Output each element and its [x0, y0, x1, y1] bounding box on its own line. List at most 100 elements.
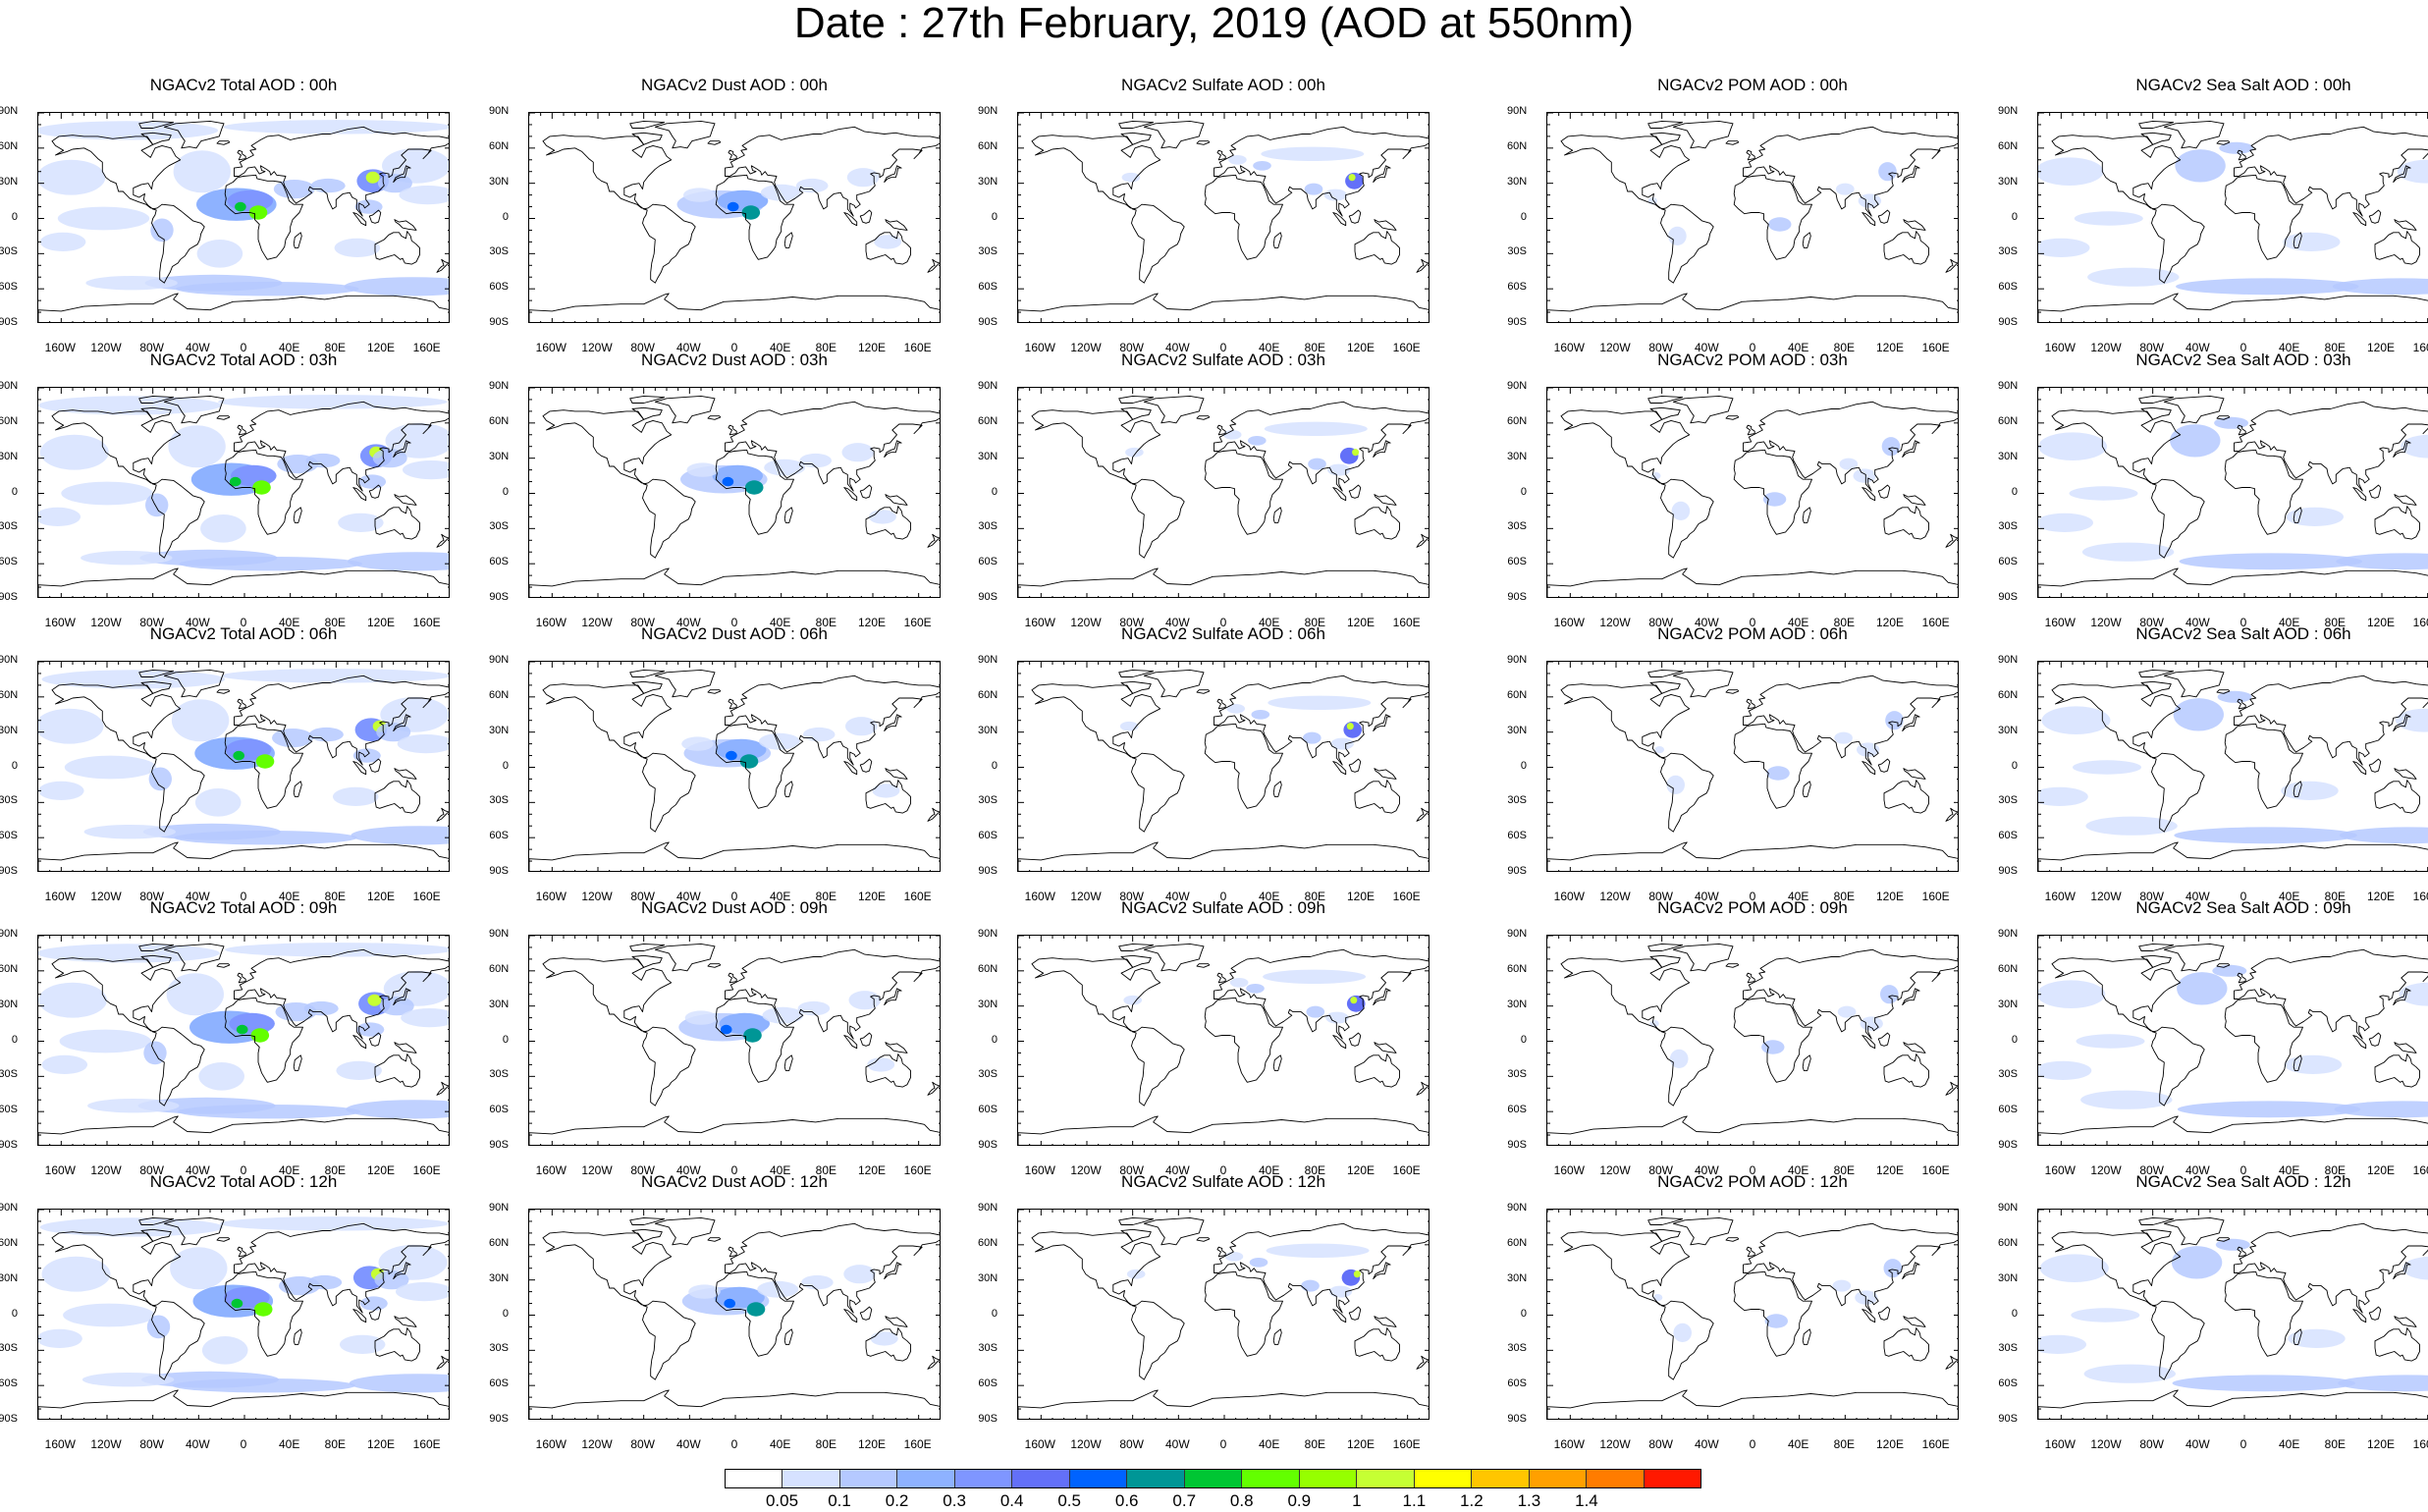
- coastlines: [1018, 120, 1429, 322]
- coastline-south-america: [2151, 478, 2205, 559]
- latitude-axis: 90N 60N 30N 0 30S 60S 90S: [978, 106, 1013, 328]
- latitude-axis: 90N 60N 30N 0 30S 60S 90S: [489, 1203, 524, 1425]
- coastline-great-britain: [2237, 1246, 2246, 1258]
- latitude-tick-label: 0: [991, 485, 998, 498]
- aod-shading: [38, 669, 449, 845]
- longitude-tick-label: 160W: [2044, 341, 2077, 354]
- longitude-tick-label: 0: [1219, 616, 1227, 629]
- aod-region: [1839, 458, 1859, 470]
- latitude-tick-label: 30S: [0, 245, 18, 258]
- longitude-tick-label: 0: [730, 341, 738, 354]
- aod-shading: [2038, 141, 2428, 296]
- coastline-baffin-island: [1649, 1228, 1681, 1242]
- latitude-tick-label: 90N: [0, 105, 19, 117]
- aod-region: [2038, 980, 2106, 1008]
- aod-region: [148, 767, 172, 791]
- coastline-sumatra: [2352, 1035, 2367, 1050]
- longitude-tick-label: 80W: [630, 616, 655, 629]
- aod-region: [170, 1247, 228, 1290]
- latitude-axis: 90N 60N 30N 0 30S 60S 90S: [489, 655, 524, 877]
- panel-title: NGACv2 Total AOD : 06h: [149, 624, 338, 643]
- latitude-tick-label: 0: [991, 1033, 998, 1046]
- coastline-australia: [865, 1053, 911, 1088]
- coastline-new-zealand: [436, 533, 449, 548]
- coastline-new-guinea: [394, 1316, 417, 1327]
- colorbar-label: 0.4: [999, 1491, 1024, 1510]
- longitude-tick-label: 40W: [675, 1163, 701, 1177]
- latitude-tick-label: 90N: [1998, 928, 2019, 940]
- coastline-eurasia: [725, 1222, 940, 1314]
- longitude-axis: 160W 120W 80W 40W 0 40E 80E 120E 160E: [2037, 1438, 2428, 1452]
- latitude-tick-label: 0: [11, 759, 18, 772]
- latitude-tick-label: 90S: [1998, 591, 2018, 603]
- coastline-baffin-island: [631, 132, 663, 145]
- coastline-south-america: [1660, 203, 1714, 284]
- latitude-tick-label: 60S: [1507, 1377, 1527, 1390]
- map-plot: [2037, 935, 2428, 1146]
- longitude-axis: 160W 120W 80W 40W 0 40E 80E 120E 160E: [2037, 617, 2428, 630]
- latitude-tick-label: 60N: [1998, 962, 2019, 975]
- longitude-tick-label: 80W: [1648, 1437, 1673, 1451]
- coastline-north-america: [2051, 135, 2182, 210]
- longitude-tick-label: 40W: [675, 890, 701, 903]
- coastline-new-guinea: [394, 494, 417, 506]
- panel-title: NGACv2 Sulfate AOD : 00h: [1121, 76, 1325, 94]
- axis-ticks: [38, 936, 449, 1145]
- coastlines: [529, 669, 940, 871]
- aod-region: [2397, 159, 2428, 184]
- latitude-tick-label: 30N: [489, 998, 510, 1010]
- coastline-africa: [715, 1270, 794, 1357]
- coastline-great-britain: [237, 424, 246, 436]
- aod-region: [2038, 432, 2107, 460]
- coastline-great-britain: [237, 149, 246, 161]
- latitude-tick-label: 60S: [489, 830, 509, 842]
- colorbar-label: 0.05: [765, 1491, 799, 1510]
- aod-region: [231, 1298, 243, 1309]
- aod-field-map: [1018, 936, 1429, 1145]
- longitude-tick-label: 80E: [1833, 1163, 1856, 1177]
- coastline-antarctica: [1547, 1115, 1958, 1145]
- coastline-borneo: [1877, 1032, 1891, 1047]
- longitude-tick-label: 120E: [1346, 1437, 1376, 1451]
- latitude-tick-label: 60S: [978, 1104, 998, 1116]
- aod-region: [41, 1054, 88, 1074]
- coastline-sumatra: [352, 487, 367, 502]
- latitude-tick-label: 60N: [1507, 962, 1528, 975]
- map-plot: [1017, 935, 1430, 1146]
- longitude-tick-label: 120E: [1875, 616, 1905, 629]
- longitude-tick-label: 120W: [581, 1437, 613, 1451]
- coastline-antarctica: [38, 841, 449, 871]
- longitude-axis: 160W 120W 80W 40W 0 40E 80E 120E 160E: [1017, 1438, 1430, 1452]
- longitude-tick-label: 40W: [1164, 616, 1190, 629]
- longitude-tick-label: 80W: [1648, 341, 1673, 354]
- latitude-tick-label: 60N: [1998, 688, 2019, 701]
- aod-region: [716, 738, 767, 761]
- coastline-eurasia: [1214, 401, 1429, 492]
- latitude-tick-label: 60N: [0, 414, 19, 427]
- aod-region: [2176, 278, 2359, 296]
- aod-field-map: [1547, 936, 1958, 1145]
- coastline-borneo: [1877, 484, 1891, 499]
- coastline-africa: [715, 997, 794, 1083]
- aod-field-map: [38, 662, 449, 871]
- aod-field-map: [38, 1210, 449, 1419]
- coastline-sumatra: [352, 1309, 367, 1323]
- aod-region: [2179, 553, 2363, 570]
- coastline-madagascar: [1272, 1054, 1282, 1071]
- coastline-north-america: [2051, 409, 2182, 485]
- longitude-tick-label: 160E: [2412, 341, 2428, 354]
- aod-region: [2038, 786, 2088, 806]
- aod-region: [2081, 542, 2175, 562]
- map-plot: [528, 112, 941, 323]
- coastline-borneo: [368, 1306, 382, 1321]
- coastline-antarctica: [1018, 841, 1429, 871]
- coastline-australia: [1883, 506, 1929, 540]
- coastline-australia: [1883, 780, 1929, 814]
- aod-region: [764, 459, 806, 476]
- coastlines: [38, 1216, 449, 1419]
- coastline-greenland: [1143, 669, 1205, 698]
- coastline-sumatra: [1861, 1035, 1876, 1050]
- coastline-australia: [865, 1327, 911, 1362]
- coastline-ellesmere-island: [1647, 1216, 1684, 1225]
- longitude-tick-label: 120W: [1070, 1163, 1102, 1177]
